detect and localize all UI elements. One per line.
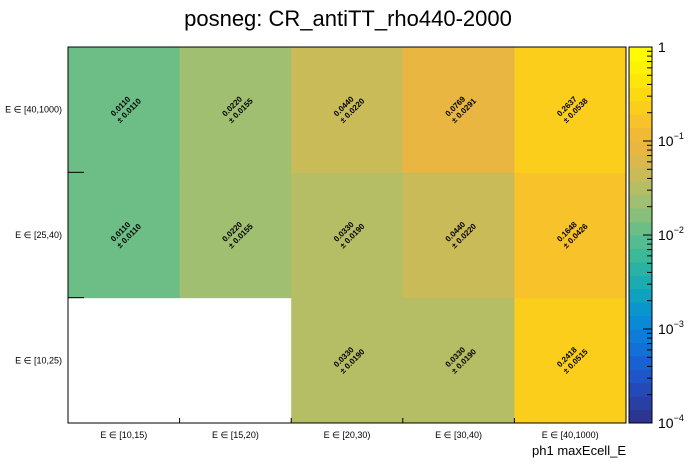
- x-tick-label: E ∈ [20,30): [324, 430, 371, 440]
- heatmap-cell: [514, 297, 627, 424]
- colorbar-segment: [629, 221, 652, 236]
- colorbar-segment: [629, 87, 652, 102]
- colorbar-tick-exponent: −4: [674, 413, 684, 423]
- heatmap-cell: [179, 172, 292, 299]
- colorbar-tick-label: 10−4: [658, 413, 684, 431]
- chart-title: posneg: CR_antiTT_rho440-2000: [184, 6, 512, 31]
- colorbar-segment: [629, 167, 652, 182]
- colorbar-segment: [629, 369, 652, 384]
- colorbar-segment: [629, 382, 652, 397]
- colorbar-tick-exponent: −3: [674, 319, 684, 329]
- x-axis-label: ph1 maxEcell_E: [532, 443, 626, 458]
- colorbar-segment: [629, 154, 652, 169]
- x-tick-label: E ∈ [40,1000): [542, 430, 599, 440]
- cell-value-label: 0.1648± 0.0426: [555, 220, 590, 251]
- colorbar-segment: [629, 248, 652, 263]
- colorbar-tick-label: 1: [658, 39, 666, 55]
- colorbar-segment: [629, 181, 652, 196]
- colorbar-segment: [629, 100, 652, 115]
- colorbar-segment: [629, 47, 652, 61]
- colorbar-tick-exponent: −2: [674, 225, 684, 235]
- heatmap-cell: [68, 47, 181, 173]
- colorbar-tick-label: 10−2: [658, 225, 684, 243]
- colorbar-segment: [629, 342, 652, 357]
- heatmap-cell: [291, 47, 404, 173]
- colorbar-segment: [629, 288, 652, 303]
- y-tick-label: E ∈ [40,1000): [5, 105, 62, 115]
- heatmap-cell: [68, 172, 181, 299]
- colorbar-segment: [629, 235, 652, 249]
- x-tick-label: E ∈ [10,15): [100, 430, 147, 440]
- colorbar-segment: [629, 114, 652, 129]
- heatmap-cell: [402, 47, 515, 173]
- x-tick-label: E ∈ [15,20): [212, 430, 259, 440]
- y-tick-label: E ∈ [10,25): [15, 355, 62, 365]
- heatmap-cell: [514, 47, 627, 173]
- plot-frame: [67, 46, 627, 424]
- colorbar-segment: [629, 302, 652, 317]
- colorbar-tick-label: 10−1: [658, 131, 684, 149]
- colorbar-segment: [629, 315, 652, 330]
- colorbar-segment: [629, 127, 652, 142]
- heatmap-cell: [402, 297, 515, 424]
- heatmap-cells: [68, 47, 627, 424]
- heatmap-cell: [291, 172, 404, 299]
- axes: E ∈ [10,15) E ∈ [15,20) E ∈ [20,30) E ∈ [30…: [5, 46, 627, 440]
- heatmap-cell: [179, 47, 292, 173]
- y-tick-label: E ∈ [25,40): [15, 230, 62, 240]
- colorbar-segment: [629, 275, 652, 290]
- colorbar-segment: [629, 355, 652, 370]
- color-scale: 10−4 10−3 10−2 10−1 1: [628, 39, 684, 431]
- heatmap-cell: [514, 172, 627, 299]
- colorbar-segment: [629, 194, 652, 209]
- colorbar-segment: [629, 141, 652, 155]
- heatmap-cell: [291, 297, 404, 424]
- x-tick-label: E ∈ [30,40): [435, 430, 482, 440]
- colorbar-segment: [629, 73, 652, 88]
- heatmap-cell: [402, 172, 515, 299]
- colorbar-segment: [629, 60, 652, 75]
- colorbar-segment: [629, 409, 652, 424]
- colorbar-tick-label: 10−3: [658, 319, 684, 337]
- colorbar-segment: [629, 396, 652, 411]
- colorbar-tick-exponent: −1: [674, 131, 684, 141]
- colorbar-segment: [629, 261, 652, 276]
- colorbar-segment: [629, 329, 652, 343]
- colorbar-segment: [629, 208, 652, 223]
